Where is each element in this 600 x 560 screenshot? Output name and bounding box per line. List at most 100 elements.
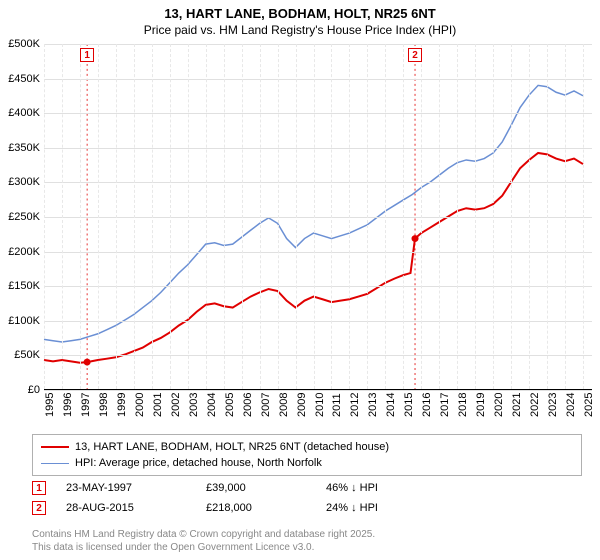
gridline-v [242,44,243,389]
gridline-v [565,44,566,389]
gridline-v [260,44,261,389]
gridline-v [529,44,530,389]
gridline-v [385,44,386,389]
x-axis-label: 2010 [314,393,326,417]
x-axis-label: 2008 [278,393,290,417]
sale-marker-dot [412,235,419,242]
sales-row: 2 28-AUG-2015£218,00024% ↓ HPI [32,498,446,518]
x-axis-label: 2013 [367,393,379,417]
x-axis-label: 2025 [583,393,595,417]
gridline-h [44,148,592,149]
x-axis-label: 2018 [457,393,469,417]
legend-swatch [41,463,69,464]
x-axis-label: 2004 [206,393,218,417]
gridline-h [44,390,592,391]
x-axis-label: 2002 [170,393,182,417]
gridline-v [547,44,548,389]
chart-plot-area: £0£50K£100K£150K£200K£250K£300K£350K£400… [44,44,592,390]
chart-legend: 13, HART LANE, BODHAM, HOLT, NR25 6NT (d… [32,434,582,476]
chart-footer: Contains HM Land Registry data © Crown c… [32,528,375,554]
gridline-v [511,44,512,389]
sales-row: 123-MAY-1997£39,00046% ↓ HPI [32,478,446,498]
y-axis-label: £500K [0,38,40,50]
y-axis-label: £50K [0,349,40,361]
x-axis-label: 2000 [134,393,146,417]
sales-row-price: £39,000 [206,482,326,494]
legend-swatch [41,446,69,448]
sales-row-date: 28-AUG-2015 [66,502,206,514]
gridline-v [314,44,315,389]
legend-label: 13, HART LANE, BODHAM, HOLT, NR25 6NT (d… [75,441,389,453]
y-axis-label: £150K [0,280,40,292]
gridline-v [98,44,99,389]
gridline-h [44,286,592,287]
x-axis-label: 2007 [260,393,272,417]
gridline-v [152,44,153,389]
x-axis-label: 1997 [80,393,92,417]
x-axis-label: 1999 [116,393,128,417]
gridline-v [493,44,494,389]
gridline-v [421,44,422,389]
gridline-v [457,44,458,389]
x-axis-label: 2015 [403,393,415,417]
footer-line2: This data is licensed under the Open Gov… [32,541,375,554]
sales-row-price: £218,000 [206,502,326,514]
x-axis-label: 2003 [188,393,200,417]
gridline-v [116,44,117,389]
title-line1: 13, HART LANE, BODHAM, HOLT, NR25 6NT [0,6,600,21]
x-axis-label: 2021 [511,393,523,417]
sale-marker-badge: 1 [80,48,94,62]
sales-row-date: 23-MAY-1997 [66,482,206,494]
gridline-h [44,113,592,114]
x-axis-label: 2012 [349,393,361,417]
gridline-v [583,44,584,389]
sale-marker-dot [84,359,91,366]
y-axis-label: £450K [0,73,40,85]
title-line2: Price paid vs. HM Land Registry's House … [0,23,600,37]
sales-table: 123-MAY-1997£39,00046% ↓ HPI228-AUG-2015… [32,478,446,518]
gridline-v [278,44,279,389]
x-axis-label: 2017 [439,393,451,417]
x-axis-label: 2001 [152,393,164,417]
y-axis-label: £400K [0,107,40,119]
gridline-v [170,44,171,389]
gridline-h [44,217,592,218]
gridline-v [188,44,189,389]
x-axis-label: 2020 [493,393,505,417]
gridline-h [44,79,592,80]
y-axis-label: £350K [0,142,40,154]
gridline-v [403,44,404,389]
sales-row-badge: 1 [32,481,46,495]
gridline-v [367,44,368,389]
x-axis-label: 1998 [98,393,110,417]
gridline-h [44,44,592,45]
sales-row-badge: 2 [32,501,46,515]
y-axis-label: £250K [0,211,40,223]
legend-row: HPI: Average price, detached house, Nort… [41,455,573,471]
gridline-v [349,44,350,389]
x-axis-label: 2023 [547,393,559,417]
sales-row-delta: 24% ↓ HPI [326,502,446,514]
gridline-v [62,44,63,389]
gridline-v [206,44,207,389]
y-axis-label: £200K [0,246,40,258]
x-axis-label: 2022 [529,393,541,417]
legend-row: 13, HART LANE, BODHAM, HOLT, NR25 6NT (d… [41,439,573,455]
y-axis-label: £300K [0,176,40,188]
x-axis-label: 2006 [242,393,254,417]
x-axis-label: 1995 [44,393,56,417]
y-axis-label: £100K [0,315,40,327]
gridline-v [475,44,476,389]
gridline-v [296,44,297,389]
x-axis-label: 2005 [224,393,236,417]
x-axis-label: 2009 [296,393,308,417]
legend-label: HPI: Average price, detached house, Nort… [75,457,322,469]
gridline-v [331,44,332,389]
x-axis-label: 2019 [475,393,487,417]
gridline-v [224,44,225,389]
footer-line1: Contains HM Land Registry data © Crown c… [32,528,375,541]
y-axis-label: £0 [0,384,40,396]
gridline-h [44,355,592,356]
x-axis-label: 1996 [62,393,74,417]
x-axis-label: 2016 [421,393,433,417]
